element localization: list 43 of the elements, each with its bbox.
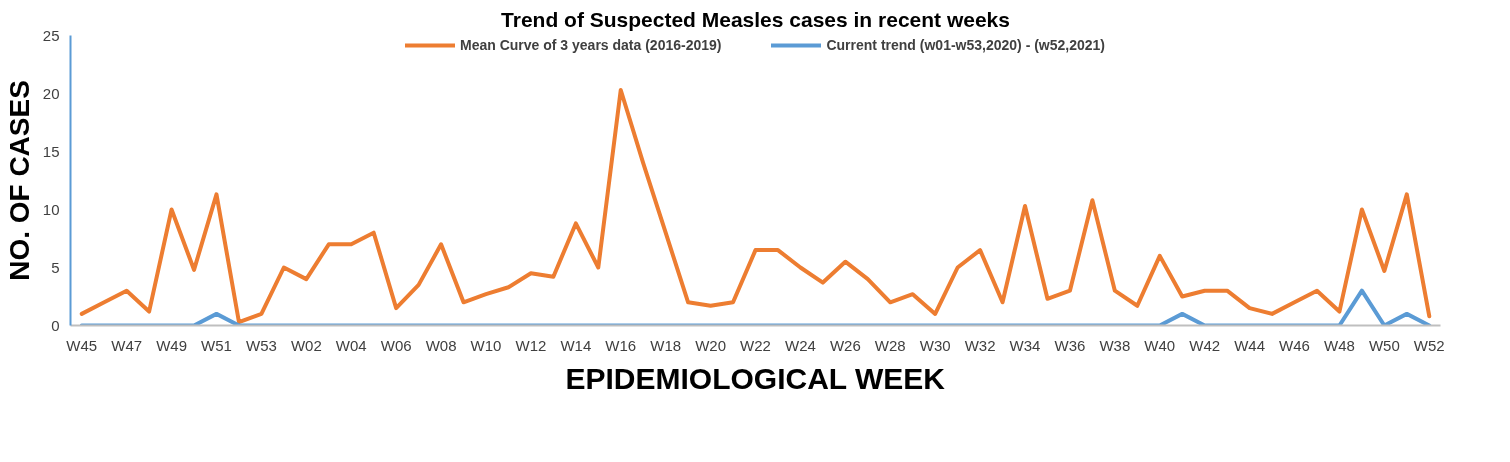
- x-tick-label: W40: [1144, 336, 1176, 354]
- x-tick-label: W38: [1099, 336, 1131, 354]
- x-tick-label: W06: [380, 336, 412, 354]
- x-tick-label: W26: [829, 336, 861, 354]
- x-tick-label: W20: [695, 336, 726, 354]
- x-tick-label: W14: [560, 336, 592, 354]
- x-tick-label: W36: [1054, 336, 1086, 354]
- x-tick-label: W22: [740, 336, 771, 354]
- y-tick-label: 25: [42, 26, 60, 44]
- y-tick-label: 0: [51, 316, 60, 334]
- x-tick-label: W24: [785, 336, 816, 354]
- x-tick-label: W08: [425, 336, 457, 354]
- x-tick-label: W51: [201, 336, 232, 354]
- x-tick-label: W32: [964, 336, 996, 354]
- chart-title: Trend of Suspected Measles cases in recent weeks: [501, 7, 1010, 31]
- y-tick-label: 15: [42, 142, 60, 160]
- x-tick-label: W18: [650, 336, 682, 354]
- x-tick-label: W46: [1279, 336, 1310, 354]
- legend-label: Current trend (w01-w53,2020) - (w52,2021): [826, 37, 1106, 53]
- x-tick-label: W44: [1234, 336, 1266, 354]
- x-axis-title: EPIDEMIOLOGICAL WEEK: [565, 361, 946, 395]
- x-tick-label: W04: [335, 336, 367, 354]
- x-tick-label: W30: [919, 336, 951, 354]
- x-tick-label: W42: [1189, 336, 1221, 354]
- x-tick-label: W10: [470, 336, 502, 354]
- x-tick-label: W34: [1009, 336, 1041, 354]
- x-tick-label: W47: [111, 336, 143, 354]
- line-series: [79, 88, 1432, 325]
- y-tick-label: 20: [42, 84, 60, 102]
- x-tick-label: W48: [1324, 336, 1355, 354]
- x-tick-label: W53: [245, 336, 277, 354]
- x-tick-label: W02: [290, 336, 322, 354]
- y-axis-title: NO. OF CASES: [3, 80, 35, 281]
- x-tick-label: W50: [1368, 336, 1400, 354]
- legend-label: Mean Curve of 3 years data (2016-2019): [459, 37, 722, 53]
- x-tick-label: W28: [874, 336, 906, 354]
- x-tick-label: W45: [66, 336, 98, 354]
- y-tick-label: 10: [42, 200, 60, 218]
- x-tick-label: W12: [515, 336, 547, 354]
- y-tick-label: 5: [51, 258, 60, 276]
- x-tick-label: W49: [156, 336, 187, 354]
- x-tick-label: W16: [605, 336, 637, 354]
- x-tick-label: W52: [1413, 336, 1445, 354]
